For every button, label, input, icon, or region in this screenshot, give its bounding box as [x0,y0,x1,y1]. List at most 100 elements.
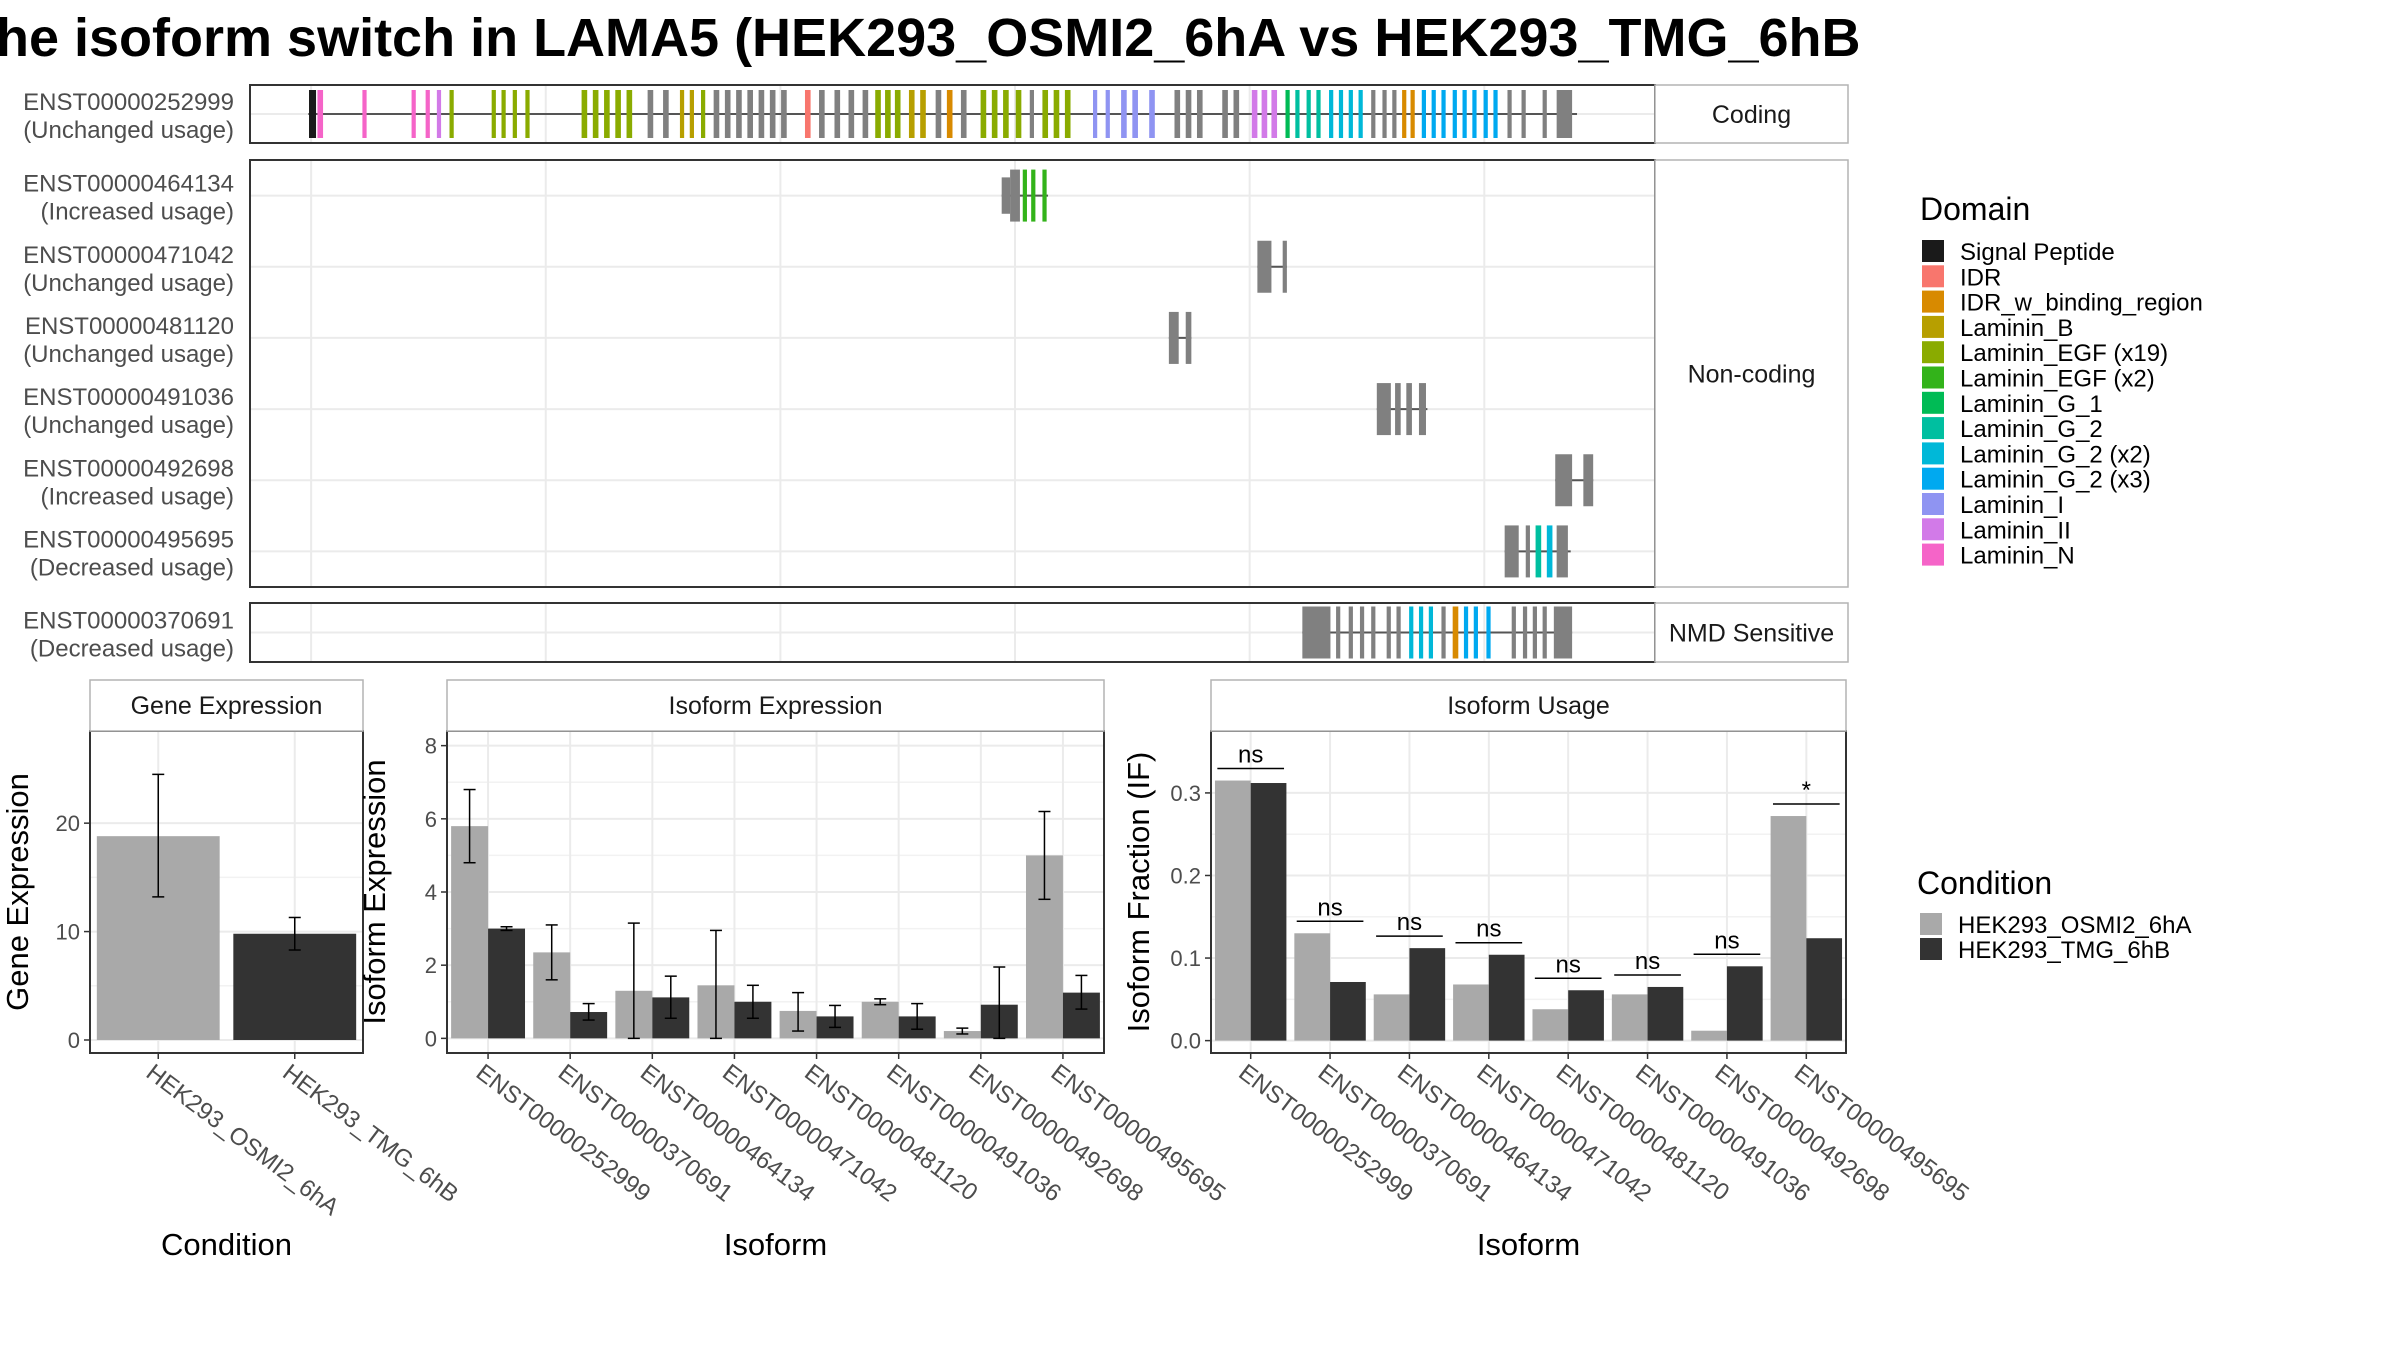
exon [604,90,610,138]
exon [1556,525,1568,578]
error-bar [545,924,558,981]
transcript-track: ENST00000370691(Decreased usage) [23,606,1655,663]
legend-entry: Laminin_EGF (x2) [1922,366,2155,393]
legend-swatch [1922,493,1944,515]
legend-label: HEK293_TMG_6hB [1958,937,2170,964]
bar [1647,986,1684,1041]
exon [1486,606,1491,659]
bar [1488,954,1525,1041]
exon [1421,90,1426,138]
exon [1553,606,1573,659]
exon [1185,90,1192,138]
exon [1542,606,1547,659]
significance-label: * [1802,777,1811,804]
bar [1453,984,1489,1041]
exon [1441,606,1446,659]
exon [834,90,841,138]
legend-label: Laminin_G_2 (x3) [1960,467,2151,494]
exon [1535,525,1542,578]
exon [1441,90,1446,138]
error-bar [463,788,476,864]
transcript-id-label: ENST00000464134 [23,171,234,198]
legend-label: Laminin_EGF (x19) [1960,340,2168,367]
legend-swatch [1922,467,1944,490]
transcript-usage-label: (Unchanged usage) [23,270,234,297]
exon [980,90,987,138]
exon [647,90,654,138]
bar-chart-isoform-usage: 0.00.10.20.3nsENST00000252999nsENST00000… [1121,679,1974,1262]
legend-entry: Laminin_G_2 [1922,416,2103,443]
exon [1336,606,1341,659]
exon [1105,90,1110,138]
bar [1373,994,1410,1041]
exon [512,90,517,138]
legend-label: IDR [1960,264,2001,291]
exon [1222,90,1228,138]
exon [1462,90,1467,138]
exon [1174,90,1181,138]
facet-strip-label: Isoform Usage [1447,692,1610,720]
exon [1493,90,1498,138]
error-bar [911,1002,924,1030]
legend-swatch [1922,290,1944,313]
panel-background [250,160,1655,587]
figure-title: he isoform switch in LAMA5 (HEK293_OSMI2… [0,8,1861,68]
exon [1282,240,1287,293]
exon [1196,90,1203,138]
transcript-structure-panel: ENST00000252999(Unchanged usage)CodingEN… [23,84,1849,663]
exon [491,90,496,138]
exon [920,90,926,138]
bar [1726,966,1763,1041]
panel-strip-label: NMD Sensitive [1669,620,1834,648]
exon [1358,90,1363,138]
legend-entry: Signal Peptide [1922,239,2115,266]
legend-swatch [1922,366,1944,389]
legend-entry: Laminin_G_2 (x2) [1922,441,2151,468]
transcript-track: ENST00000252999(Unchanged usage) [23,89,1655,144]
exon [1525,525,1530,578]
exon [1396,606,1401,659]
exon [1251,90,1258,138]
legend-swatch [1922,417,1944,440]
error-bar [829,1004,842,1029]
legend-swatch [1922,391,1944,414]
exon [1132,90,1138,138]
exon [626,90,633,138]
exon [908,90,915,138]
exon [1064,90,1071,138]
transcript-usage-label: (Decreased usage) [30,554,234,581]
legend-label: IDR_w_binding_region [1960,290,2203,317]
legend-label: Laminin_B [1960,315,2073,342]
exon [1015,90,1022,138]
exon [1306,90,1311,138]
transcript-usage-label: (Unchanged usage) [23,412,234,439]
exon [804,90,811,138]
y-tick-label: 4 [425,880,437,905]
domain-legend: Domain Signal PeptideIDRIDR_w_binding_reg… [1920,191,2203,570]
y-tick-label: 0.3 [1170,781,1201,806]
y-tick-label: 0.0 [1170,1029,1201,1054]
legend-label: HEK293_OSMI2_6hA [1958,912,2191,939]
bar [1691,1030,1727,1041]
significance-label: ns [1397,909,1422,936]
legend-label: Laminin_I [1960,492,2064,519]
exon [1428,606,1434,659]
transcript-track: ENST00000464134(Increased usage) [23,169,1655,226]
transcript-id-label: ENST00000495695 [23,526,234,553]
legend-title: Condition [1917,865,2052,901]
exon [592,90,599,138]
exon [1402,90,1407,138]
significance-label: ns [1714,927,1739,954]
exon [1168,311,1179,364]
exon [1473,606,1478,659]
legend-entry: Laminin_I [1922,492,2064,519]
transcript-usage-label: (Unchanged usage) [23,117,234,144]
exon [1410,90,1415,138]
exon [1261,90,1268,138]
legend-swatch [1922,240,1944,262]
legend-swatch [1922,265,1944,288]
exon [960,90,967,138]
exon [1472,90,1477,138]
